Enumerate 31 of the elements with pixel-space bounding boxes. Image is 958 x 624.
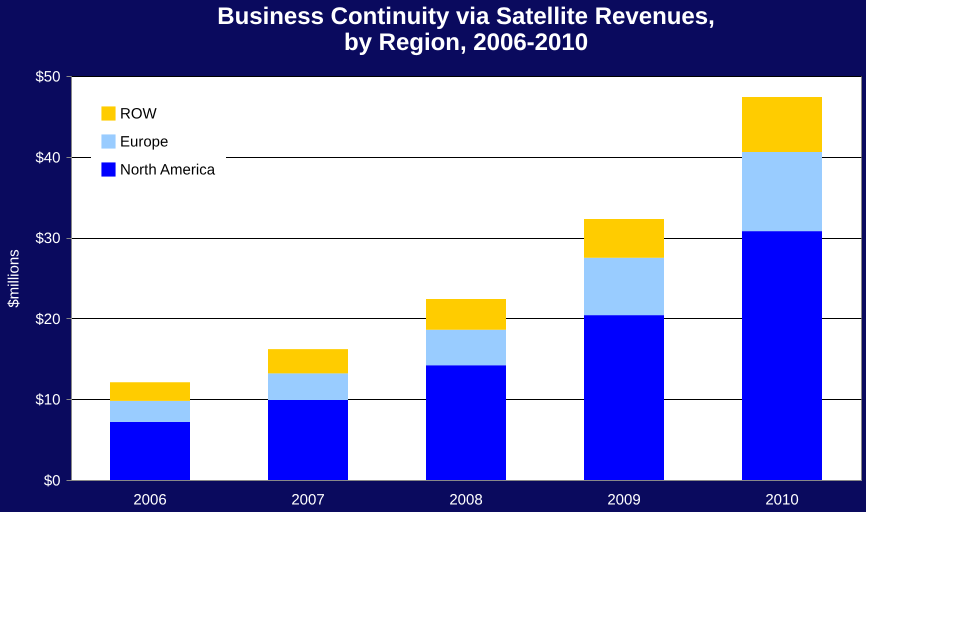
- x-tick-label: 2010: [765, 492, 799, 508]
- y-axis-title: $millions: [5, 249, 22, 308]
- legend-label: North America: [120, 162, 216, 178]
- bar: [584, 219, 664, 258]
- x-tick-label: 2007: [291, 492, 325, 508]
- y-tick-label: $50: [35, 68, 60, 86]
- bar: [742, 97, 822, 152]
- chart-title: Business Continuity via Satellite Revenues, by Region, 2006-2010: [217, 3, 715, 56]
- y-tick-label: $40: [35, 149, 60, 166]
- bar: [110, 400, 190, 422]
- bar: [110, 382, 190, 401]
- bar: [426, 330, 506, 366]
- bar: [742, 231, 822, 480]
- bar: [268, 349, 348, 374]
- x-tick-label: 2006: [133, 492, 167, 508]
- y-tick-label: $30: [35, 230, 60, 248]
- y-tick-label: $20: [35, 310, 60, 328]
- legend-label: ROW: [120, 106, 158, 122]
- y-tick-label: $0: [44, 472, 60, 490]
- bar: [426, 365, 506, 480]
- y-tick-label: $10: [35, 392, 60, 409]
- x-tick-label: 2008: [449, 492, 483, 508]
- bar: [268, 400, 348, 480]
- bar: [268, 373, 348, 400]
- x-tick-label: 2009: [607, 492, 641, 508]
- bar: [742, 152, 822, 232]
- bar: [584, 315, 664, 480]
- bar: [110, 422, 190, 480]
- bar: [426, 299, 506, 330]
- legend-label: Europe: [120, 134, 168, 150]
- bar: [584, 258, 664, 316]
